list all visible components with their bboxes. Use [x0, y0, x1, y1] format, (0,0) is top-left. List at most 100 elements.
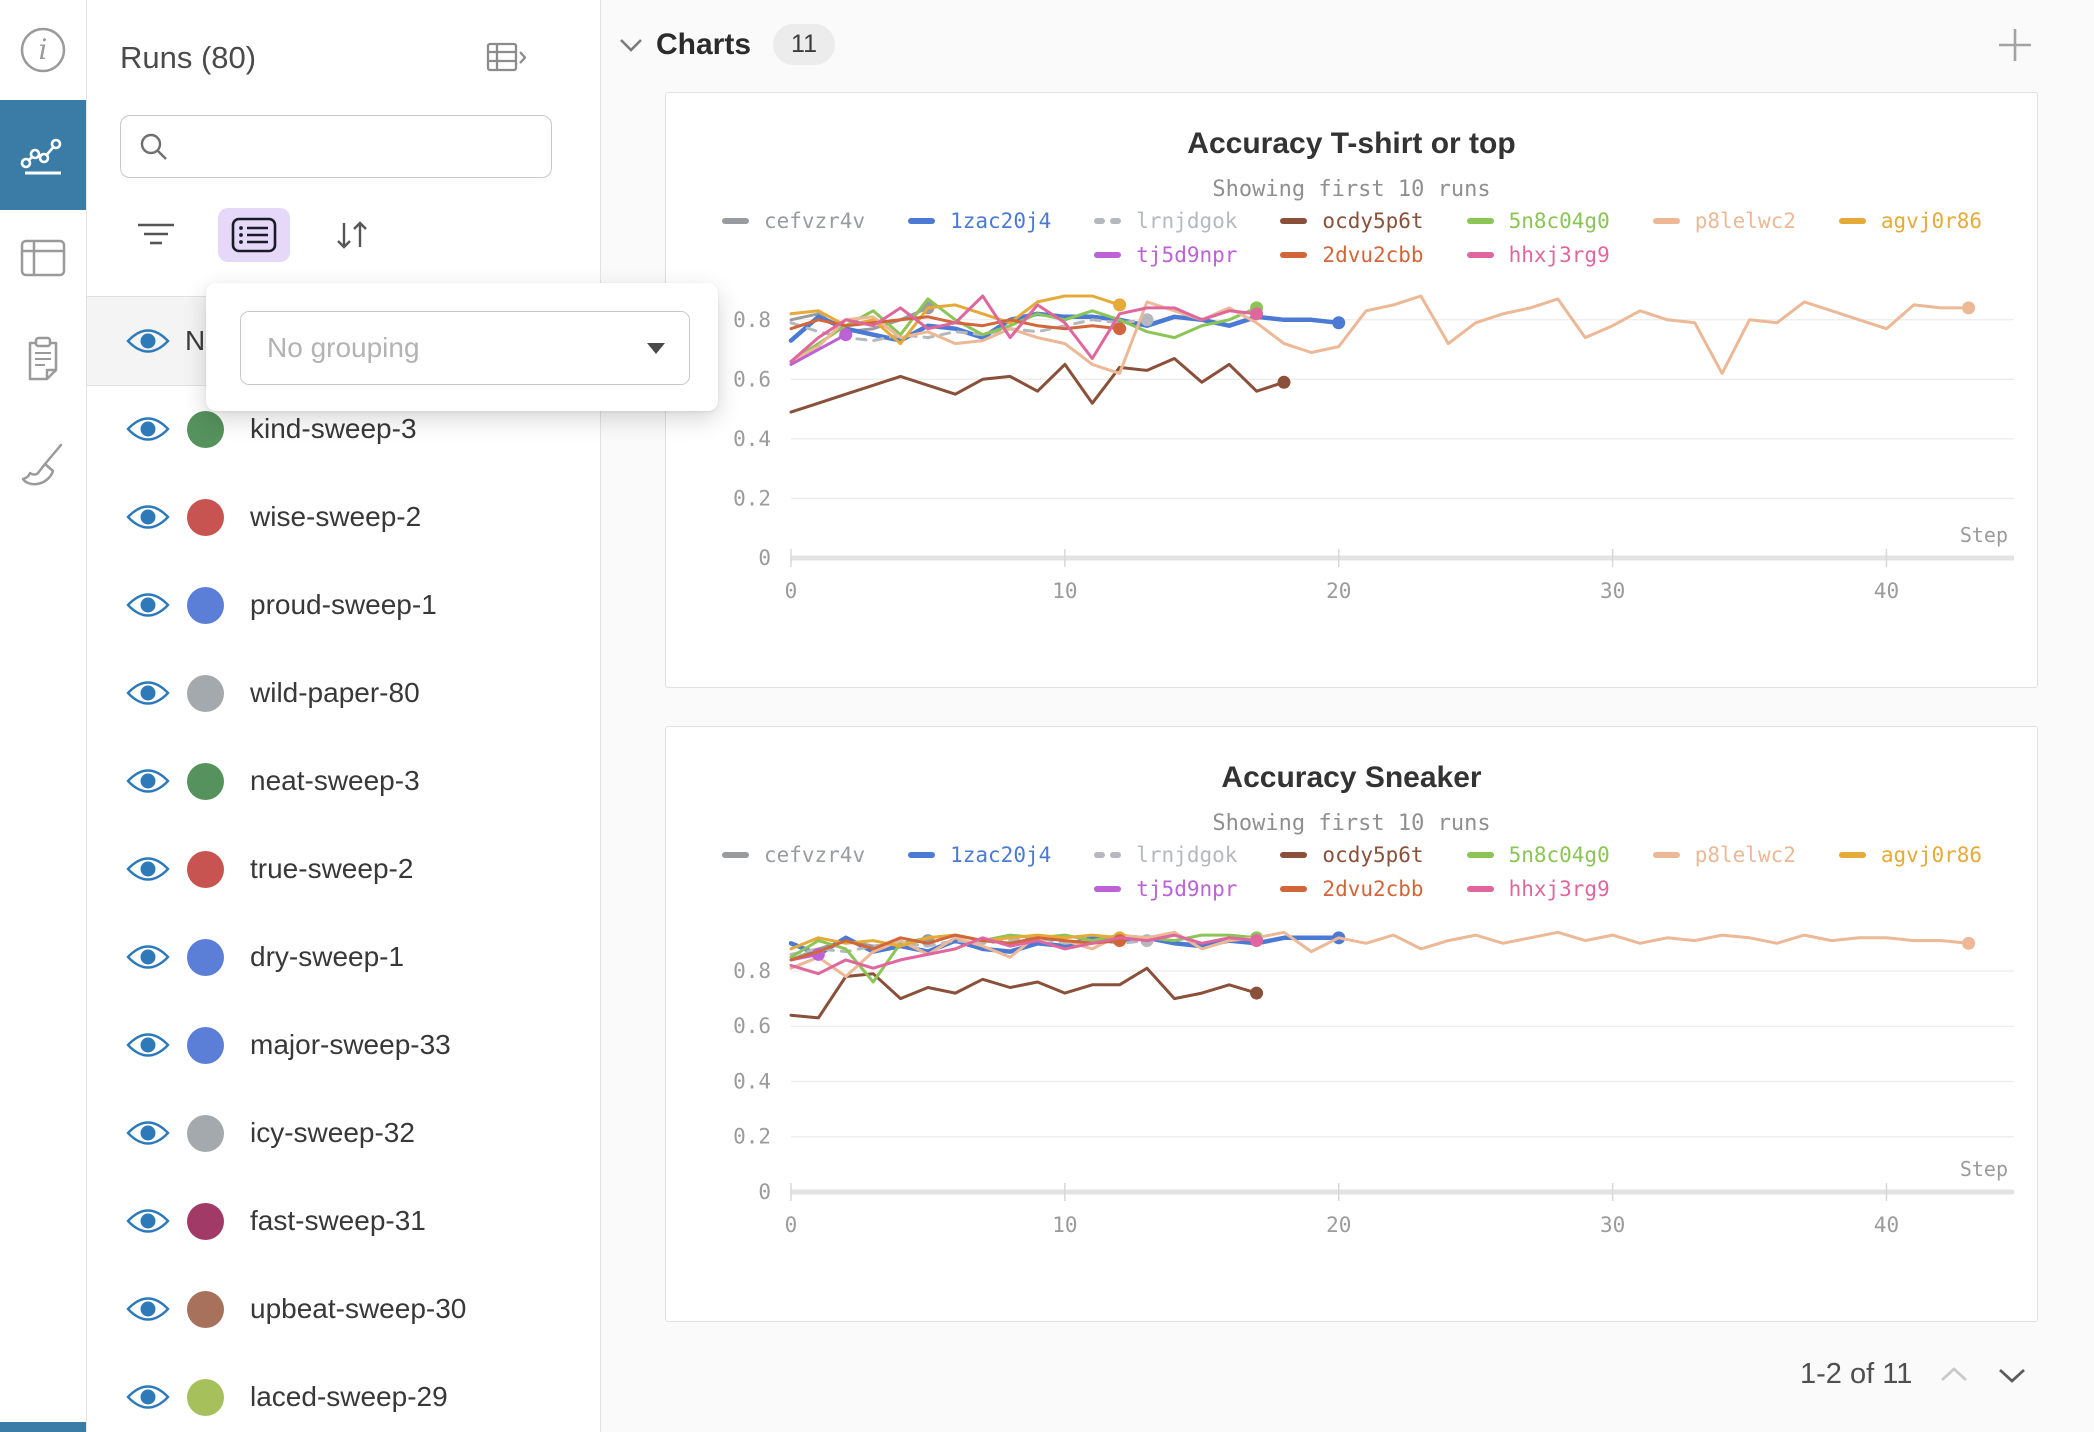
run-name[interactable]: icy-sweep-32 [250, 1117, 415, 1148]
chart-plot[interactable]: 0 0.2 0.4 0.6 0.8 0 10 20 30 40 Step [666, 912, 2037, 1257]
legend-entry[interactable]: p8lelwc2 [1652, 206, 1796, 236]
eye-icon[interactable] [125, 501, 171, 533]
legend-run-id: lrnjdgok [1136, 209, 1238, 233]
chart-legend-row-2: tj5d9npr 2dvu2cbb hhxj3rg9 [1072, 874, 1630, 904]
run-list-item[interactable]: proud-sweep-1 [86, 561, 600, 649]
run-list-item[interactable]: wild-paper-80 [86, 649, 600, 737]
run-list-item[interactable]: icy-sweep-32 [86, 1089, 600, 1177]
y-tick-label: 0.2 [733, 1125, 771, 1149]
series-end-dot [1113, 298, 1127, 312]
expand-runs-table-button[interactable] [486, 40, 526, 76]
run-list-item[interactable]: fast-sweep-31 [86, 1177, 600, 1265]
group-runs-button[interactable] [218, 208, 290, 262]
run-list-item[interactable]: major-sweep-33 [86, 1001, 600, 1089]
eye-icon[interactable] [125, 1117, 171, 1149]
run-name[interactable]: major-sweep-33 [250, 1029, 451, 1060]
series-line [789, 294, 1971, 375]
run-name[interactable]: kind-sweep-3 [250, 413, 417, 444]
filter-icon [138, 223, 174, 245]
nav-notes-button[interactable] [0, 326, 86, 392]
eye-icon[interactable] [125, 413, 171, 445]
legend-entry[interactable]: 5n8c04g0 [1466, 206, 1610, 236]
legend-entry[interactable]: 5n8c04g0 [1466, 840, 1610, 870]
legend-entry[interactable]: hhxj3rg9 [1466, 240, 1610, 270]
legend-entry[interactable]: 1zac20j4 [907, 206, 1051, 236]
chart-card[interactable]: Accuracy T-shirt or top Showing first 10… [665, 92, 2038, 688]
add-panel-button[interactable] [1995, 25, 2035, 65]
x-tick-label: 40 [1874, 579, 1899, 603]
run-name[interactable]: upbeat-sweep-30 [250, 1293, 467, 1324]
legend-entry[interactable]: cefvzr4v [721, 840, 865, 870]
runs-search-input[interactable] [183, 130, 551, 163]
legend-run-id: hhxj3rg9 [1508, 877, 1610, 901]
eye-icon[interactable] [125, 765, 171, 797]
grouping-select[interactable]: No grouping [240, 311, 690, 385]
eye-icon[interactable] [125, 677, 171, 709]
nav-charts-button[interactable] [0, 100, 86, 210]
legend-swatch [1280, 886, 1308, 892]
eye-icon[interactable] [125, 589, 171, 621]
runs-search-box [120, 115, 552, 178]
nav-table-button[interactable] [0, 226, 86, 290]
eye-icon[interactable] [125, 941, 171, 973]
pagination-label: 1-2 of 11 [1800, 1358, 1913, 1390]
legend-entry[interactable]: lrnjdgok [1093, 840, 1237, 870]
eye-icon[interactable] [125, 853, 171, 885]
legend-run-id: 2dvu2cbb [1322, 877, 1424, 901]
run-list-item[interactable]: true-sweep-2 [86, 825, 600, 913]
run-name[interactable]: true-sweep-2 [250, 853, 414, 884]
legend-entry[interactable]: 2dvu2cbb [1279, 240, 1424, 270]
legend-entry[interactable]: ocdy5p6t [1279, 840, 1424, 870]
pagination-next-button[interactable] [1996, 1365, 2028, 1385]
run-list-item[interactable]: wise-sweep-2 [86, 473, 600, 561]
legend-entry[interactable]: lrnjdgok [1093, 206, 1237, 236]
y-tick-label: 0 [758, 546, 771, 570]
run-name[interactable]: wild-paper-80 [250, 677, 420, 708]
legend-entry[interactable]: tj5d9npr [1093, 874, 1237, 904]
run-color-dot [187, 762, 224, 800]
series-end-dot [1962, 936, 1976, 950]
y-tick-label: 0 [758, 1180, 771, 1204]
run-list-item[interactable]: dry-sweep-1 [86, 913, 600, 1001]
run-name[interactable]: wise-sweep-2 [250, 501, 422, 532]
sort-runs-button[interactable] [334, 219, 370, 251]
run-list-item[interactable]: kind-sweep-3 [86, 385, 600, 473]
eye-icon[interactable] [125, 1029, 171, 1061]
eye-icon[interactable] [125, 1205, 171, 1237]
run-name[interactable]: neat-sweep-3 [250, 765, 420, 796]
chevron-down-icon[interactable] [618, 37, 644, 53]
legend-entry[interactable]: agvj0r86 [1838, 206, 1982, 236]
chart-plot[interactable]: 0 0.2 0.4 0.6 0.8 0 10 20 30 40 Step [666, 278, 2037, 623]
legend-swatch [1838, 218, 1866, 224]
series-end-dot [1250, 986, 1264, 1000]
legend-run-id: hhxj3rg9 [1508, 243, 1610, 267]
legend-entry[interactable]: ocdy5p6t [1279, 206, 1424, 236]
legend-entry[interactable]: hhxj3rg9 [1466, 874, 1610, 904]
run-list-item[interactable]: laced-sweep-29 [86, 1353, 600, 1432]
run-name[interactable]: laced-sweep-29 [250, 1381, 448, 1412]
eye-icon[interactable] [125, 1293, 171, 1325]
chart-card[interactable]: Accuracy Sneaker Showing first 10 runs c… [665, 726, 2038, 1322]
run-list-item[interactable]: neat-sweep-3 [86, 737, 600, 825]
run-name[interactable]: proud-sweep-1 [250, 589, 437, 620]
eye-icon[interactable] [125, 1381, 171, 1413]
x-axis-label: Step [1960, 1157, 2008, 1181]
eye-icon[interactable] [125, 325, 171, 357]
legend-entry[interactable]: p8lelwc2 [1652, 840, 1796, 870]
legend-entry[interactable]: tj5d9npr [1093, 240, 1237, 270]
filter-runs-button[interactable] [136, 221, 176, 249]
legend-entry[interactable]: cefvzr4v [721, 206, 865, 236]
pagination-prev-button[interactable] [1938, 1365, 1970, 1385]
run-list-item[interactable]: upbeat-sweep-30 [86, 1265, 600, 1353]
x-tick-label: 10 [1052, 1213, 1077, 1237]
nav-sweeps-button[interactable] [0, 430, 86, 500]
nav-info-button[interactable]: i [0, 14, 86, 86]
legend-entry[interactable]: 2dvu2cbb [1279, 874, 1424, 904]
run-name[interactable]: dry-sweep-1 [250, 941, 405, 972]
svg-text:i: i [39, 33, 48, 66]
legend-entry[interactable]: agvj0r86 [1838, 840, 1982, 870]
charts-section-title[interactable]: Charts [656, 27, 752, 61]
run-name[interactable]: fast-sweep-31 [250, 1205, 426, 1236]
legend-entry[interactable]: 1zac20j4 [907, 840, 1051, 870]
